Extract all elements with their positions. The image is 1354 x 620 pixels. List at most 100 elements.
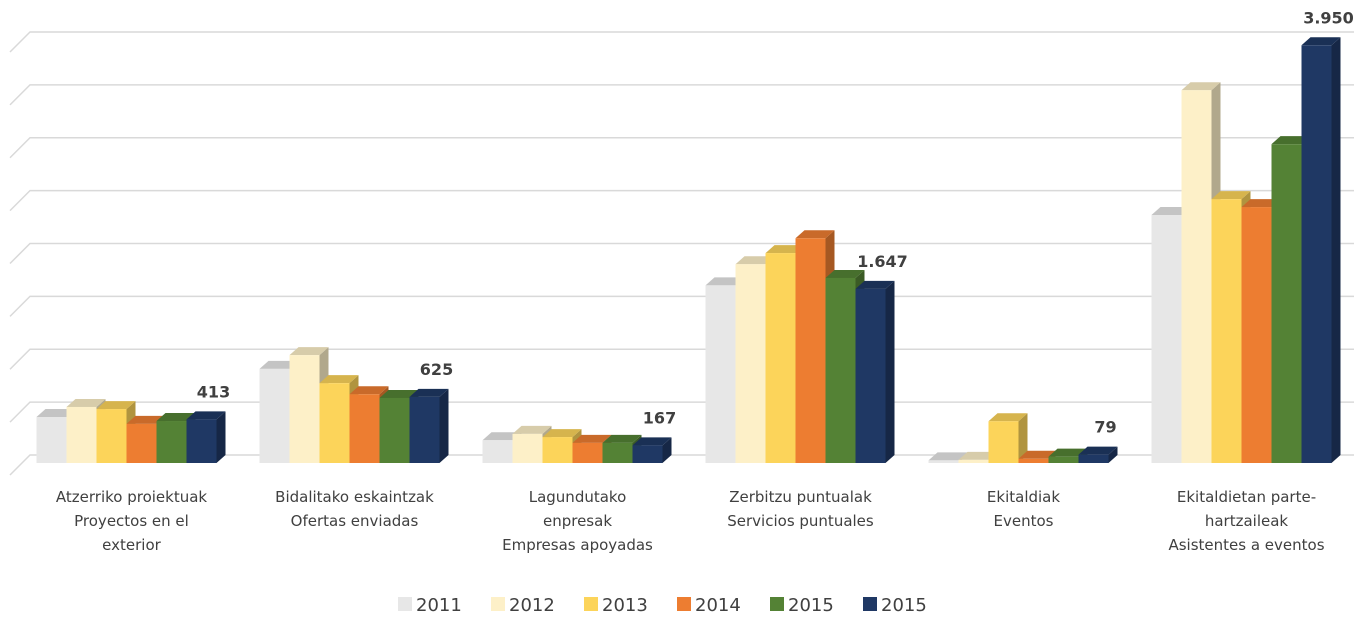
bar-front <box>825 277 856 463</box>
legend-swatch <box>677 597 691 611</box>
bar-top <box>1048 448 1088 457</box>
bar-top <box>1241 199 1281 208</box>
grid-line <box>9 295 1354 317</box>
grid-line <box>9 454 1354 476</box>
bar-front <box>632 445 663 463</box>
bar <box>186 411 226 463</box>
grid-line <box>9 242 1354 265</box>
bar-front <box>1241 207 1272 463</box>
bar-front <box>379 397 410 463</box>
bar-top <box>409 388 449 397</box>
bar-top <box>66 398 106 407</box>
bar-side <box>216 411 226 463</box>
bar-top <box>379 389 419 398</box>
bar-front <box>482 440 513 463</box>
bar-top <box>602 434 642 443</box>
legend-swatch <box>863 597 877 611</box>
bar <box>1078 446 1118 463</box>
bar-front <box>958 459 989 463</box>
data-label: 3.950 <box>1303 8 1354 27</box>
bar-top <box>512 425 552 434</box>
bar-top <box>928 452 968 461</box>
bar-top <box>632 437 672 446</box>
x-tick-label: Proyectos en el <box>74 512 189 530</box>
x-tick-label: Bidalitako eskaintzak <box>275 488 434 506</box>
bar-top <box>1181 82 1221 91</box>
grid-line <box>9 348 1354 370</box>
x-tick-label: Zerbitzu puntualak <box>729 488 872 506</box>
legend-label: 2012 <box>509 595 555 616</box>
bar-front <box>765 253 796 463</box>
x-tick-label: Ofertas enviadas <box>291 512 419 530</box>
bar <box>855 280 895 463</box>
legend-label: 2013 <box>602 595 648 616</box>
legend-label: 2011 <box>416 595 462 616</box>
x-tick-label: Empresas apoyadas <box>502 536 653 554</box>
data-label: 79 <box>1094 418 1116 437</box>
bar-top <box>958 451 998 460</box>
bar-front <box>928 460 959 463</box>
legend-label: 2015 <box>881 595 927 616</box>
bar-top <box>349 386 389 395</box>
bar-front <box>349 394 380 463</box>
bar-top <box>126 415 166 424</box>
bar <box>1301 37 1341 463</box>
bar-side <box>1018 413 1028 463</box>
x-tick-label: Ekitaldietan parte- <box>1177 488 1316 506</box>
bar-top <box>259 360 299 369</box>
bar-top <box>96 401 136 410</box>
x-tick-label: Asistentes a eventos <box>1168 536 1324 554</box>
x-tick-label: Lagundutako <box>529 488 627 506</box>
bar-top <box>1078 446 1118 455</box>
x-tick-label: Servicios puntuales <box>727 512 874 530</box>
bar-top <box>855 280 895 289</box>
bar-top <box>186 411 226 420</box>
bar-top <box>542 429 582 438</box>
bar-front <box>259 368 290 463</box>
legend-swatch <box>770 597 784 611</box>
bar-top <box>289 347 329 356</box>
bar-side <box>662 437 672 463</box>
bar-front <box>289 355 320 463</box>
x-tick-label: hartzaileak <box>1205 512 1289 530</box>
bar-top <box>482 432 522 441</box>
bar-front <box>1151 215 1182 463</box>
bar-front <box>319 383 350 463</box>
bar-front <box>542 437 573 463</box>
bar-top <box>156 413 196 422</box>
grid-line <box>9 137 1354 159</box>
bar <box>988 413 1028 463</box>
grid-line <box>9 84 1354 106</box>
bar-front <box>1301 45 1332 463</box>
bar-side <box>1331 37 1341 463</box>
bar-front <box>1048 456 1079 463</box>
bar-front <box>602 442 633 463</box>
bar-front <box>1211 199 1242 463</box>
bar-front <box>186 419 217 463</box>
bar-front <box>1078 454 1109 463</box>
bar-front <box>988 421 1019 463</box>
bar-front <box>156 421 187 463</box>
bar-top <box>988 413 1028 422</box>
x-tick-label: exterior <box>102 536 161 554</box>
bar-top <box>705 277 745 286</box>
bar-front <box>1181 90 1212 463</box>
bar-top <box>36 408 76 417</box>
bar-front <box>96 409 127 463</box>
bar-front <box>36 416 67 463</box>
bar-front <box>855 288 886 463</box>
bar-front <box>409 396 440 463</box>
bar-front <box>735 264 766 463</box>
bar-side <box>885 280 895 463</box>
data-label: 1.647 <box>857 252 908 271</box>
bar-top <box>765 245 805 254</box>
legend-swatch <box>398 597 412 611</box>
x-tick-label: Ekitaldiak <box>987 488 1060 506</box>
bar-front <box>705 285 736 463</box>
data-label: 167 <box>643 408 676 427</box>
bar-top <box>1151 207 1191 216</box>
data-label: 625 <box>420 360 453 379</box>
legend-label: 2014 <box>695 595 741 616</box>
bar-top <box>1301 37 1341 46</box>
